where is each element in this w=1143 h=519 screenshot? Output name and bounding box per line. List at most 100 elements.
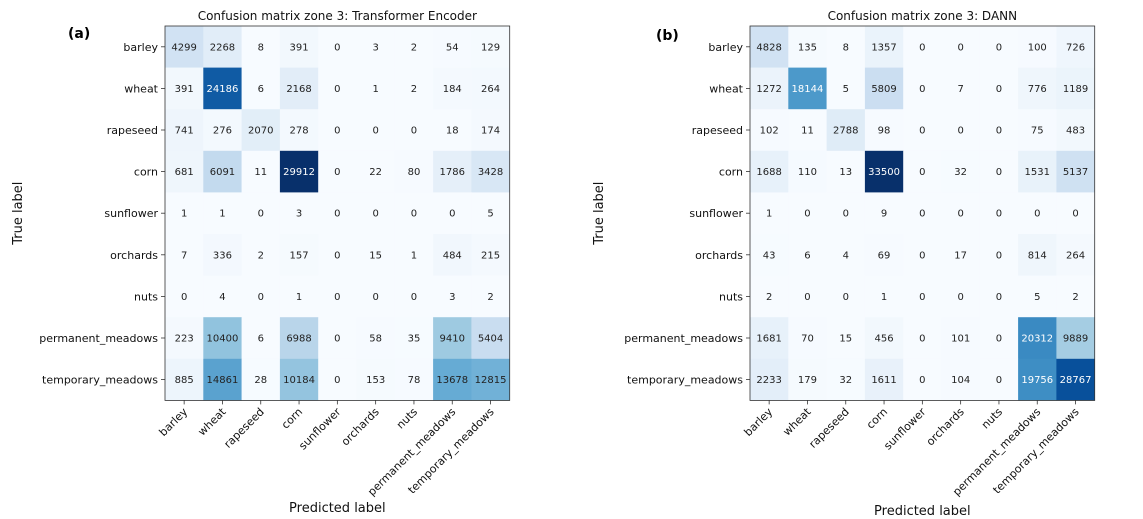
x-axis-label: Predicted label [874,504,971,519]
cell-value-label: 814 [1028,250,1047,261]
cell-value-label: 18144 [792,84,824,95]
x-tick-label: rapeseed [806,405,851,450]
heatmap-cell [979,26,1019,68]
heatmap-cell [165,67,204,110]
heatmap-cell [1018,358,1057,401]
cell-value-label: 0 [334,209,340,220]
heatmap-cell [941,192,981,235]
cell-value-label: 1357 [871,42,896,53]
heatmap-cell [788,150,827,193]
cell-value-label: 17 [954,250,967,261]
cell-value-label: 98 [878,126,891,137]
cell-value-label: 0 [919,334,925,345]
heatmap-cell [203,109,242,152]
cell-value-label: 8 [258,42,264,53]
cell-value-label: 0 [334,250,340,261]
cell-value-label: 0 [411,209,417,220]
heatmap-cell [1018,67,1057,110]
cell-value-label: 0 [1072,209,1078,220]
cell-value-label: 215 [481,250,500,261]
cell-value-label: 7 [181,250,187,261]
cell-value-label: 28767 [1060,375,1092,386]
cell-value-label: 1611 [871,375,896,386]
heatmap-cell [788,358,827,401]
heatmap-cell [788,67,827,110]
cell-value-label: 391 [290,42,309,53]
heatmap-cell [979,192,1019,235]
cell-value-label: 1786 [440,167,465,178]
heatmap-cell [979,109,1019,152]
cell-value-label: 69 [878,250,891,261]
cell-value-label: 29912 [283,167,315,178]
cell-value-label: 3 [296,209,302,220]
cell-value-label: 0 [996,167,1002,178]
cell-value-label: 11 [254,167,267,178]
heatmap-cell [979,275,1019,318]
cell-value-label: 776 [1028,84,1047,95]
heatmap-cell [203,358,242,401]
heatmap-cell [1018,150,1057,193]
heatmap-cell [318,109,357,152]
heatmap-cell [471,26,510,68]
cell-value-label: 6 [258,334,264,345]
cell-value-label: 129 [481,42,500,53]
y-tick-label: temporary_meadows [42,374,158,387]
cell-value-label: 32 [954,167,967,178]
cell-value-label: 2168 [286,84,311,95]
heatmap-cell [864,67,904,110]
cell-value-label: 78 [408,375,421,386]
cell-value-label: 278 [290,126,309,137]
heatmap-cell [750,192,789,235]
cell-value-label: 2 [411,42,417,53]
cell-value-label: 3428 [478,167,503,178]
heatmap-cell [750,234,789,276]
y-tick-label: permanent_meadows [624,332,743,345]
cell-value-label: 0 [334,334,340,345]
heatmap-cell [1018,109,1057,152]
heatmap-cell [750,150,789,193]
cell-value-label: 264 [1066,250,1085,261]
heatmap-cell [394,109,434,152]
heatmap-cell [1018,234,1057,276]
cell-value-label: 0 [996,292,1002,303]
cell-value-label: 885 [175,375,194,386]
x-tick-label: corn [279,405,305,431]
heatmap-cell [941,358,981,401]
heatmap-cell [864,317,904,360]
cell-value-label: 5404 [478,334,503,345]
heatmap-cell [356,275,396,318]
heatmap-cell [864,234,904,276]
cell-value-label: 20312 [1021,334,1053,345]
heatmap-cell [471,275,510,318]
y-tick-label: corn [134,166,158,179]
heatmap-cell [241,67,281,110]
heatmap-cell [471,192,510,235]
heatmap-cell [203,150,242,193]
heatmap-cell [1018,26,1057,68]
cell-value-label: 28 [254,375,267,386]
heatmap-cell [826,26,866,68]
heatmap-cell [318,26,357,68]
heatmap-cell [279,358,319,401]
heatmap-cell [241,150,281,193]
cell-value-label: 726 [1066,42,1085,53]
x-tick-label: barley [742,405,776,439]
x-tick-label: wheat [780,405,814,439]
heatmap-cell [788,234,827,276]
chart-title: Confusion matrix zone 3: Transformer Enc… [198,9,477,23]
cell-value-label: 0 [919,209,925,220]
heatmap-cell [356,234,396,276]
heatmap-cell [318,275,357,318]
cell-value-label: 80 [408,167,421,178]
cell-value-label: 0 [996,250,1002,261]
cell-value-label: 0 [843,292,849,303]
cell-value-label: 0 [996,375,1002,386]
heatmap-cell [394,275,434,318]
heatmap-cell [433,26,472,68]
cell-value-label: 6 [804,250,810,261]
cell-value-label: 0 [334,375,340,386]
cell-value-label: 101 [951,334,970,345]
cell-value-label: 0 [258,292,264,303]
heatmap-cell [941,275,981,318]
